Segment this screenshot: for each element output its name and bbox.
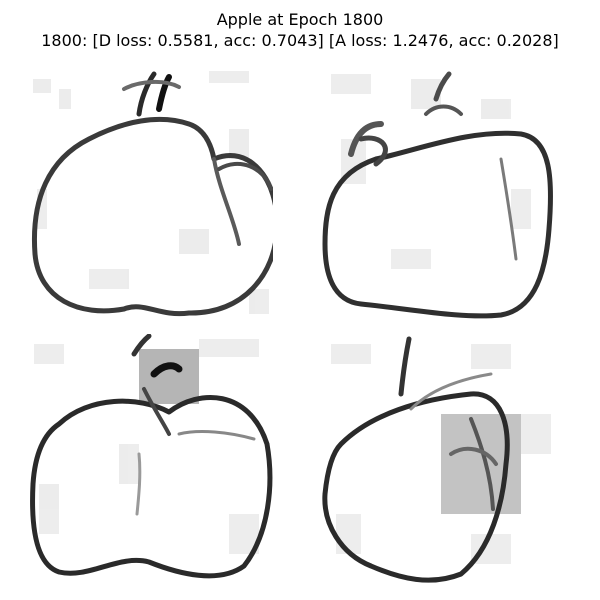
- generated-sample-3: [29, 334, 273, 584]
- generated-sample-4: [321, 334, 565, 584]
- apple-doodle-image-3: [29, 334, 273, 584]
- apple-doodle-image-4: [321, 334, 565, 584]
- figure-metrics-line: 1800: [D loss: 0.5581, acc: 0.7043] [A l…: [0, 30, 600, 51]
- generated-sample-2: [321, 69, 565, 319]
- apple-doodle-image-2: [321, 69, 565, 319]
- figure-title-line: Apple at Epoch 1800: [0, 9, 600, 30]
- figure-title: Apple at Epoch 1800 1800: [D loss: 0.558…: [0, 9, 600, 51]
- apple-doodle-image-1: [29, 69, 273, 319]
- generated-sample-1: [29, 69, 273, 319]
